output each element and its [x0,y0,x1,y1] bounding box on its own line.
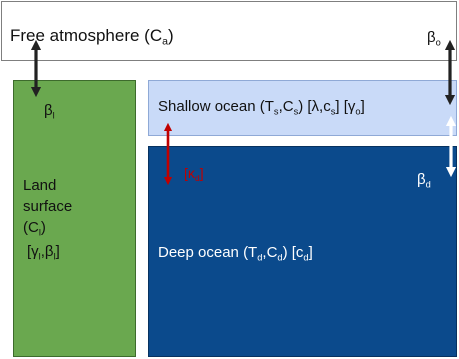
beta-o-label: βo [427,29,441,48]
land-label-line2: surface [23,198,73,215]
land-variable: (Cl) [23,219,46,238]
deep-ocean-label: Deep ocean (Td,Cd) [cd] [158,244,313,263]
land-parameters: [γl,βl] [27,243,60,262]
land-surface-box [13,80,136,357]
shallow-ocean-box [148,80,457,136]
beta-d-label: βd [417,171,431,190]
land-label-line1: Land [23,177,57,194]
atmosphere-label: Free atmosphere (Ca) [10,26,174,48]
atmosphere-box [1,1,457,61]
kappa-d-label: [κd] [184,165,204,184]
shallow-ocean-label: Shallow ocean (Ts,Cs) [λ,cs] [γo] [158,98,365,117]
beta-l-label: βl [44,102,55,121]
deep-ocean-box [148,146,457,357]
